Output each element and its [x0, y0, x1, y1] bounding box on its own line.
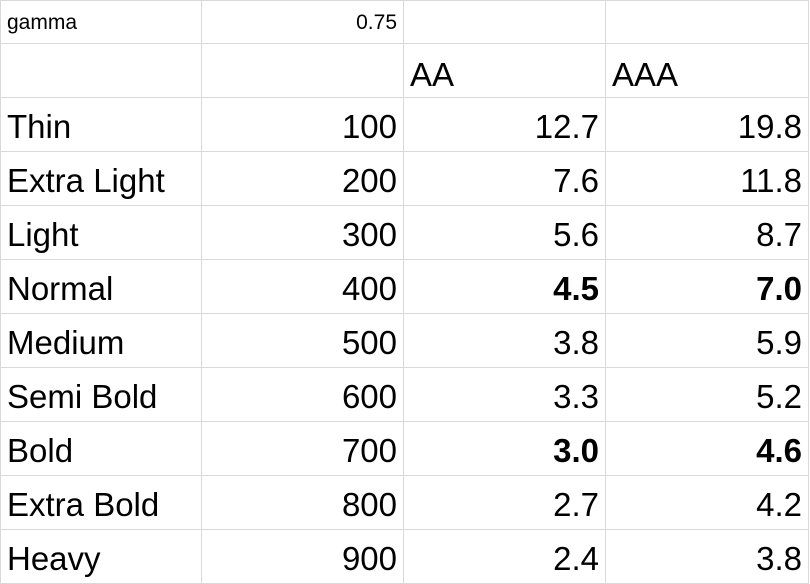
aaa-size-cell[interactable]: 4.6 — [605, 421, 809, 476]
table-row: Heavy 900 2.4 3.8 — [0, 529, 809, 584]
font-weight-value-cell[interactable]: 500 — [201, 313, 404, 368]
aa-size-cell[interactable]: 7.6 — [403, 151, 606, 206]
font-weight-value-cell[interactable]: 100 — [201, 97, 404, 152]
font-weight-name-cell[interactable]: Light — [0, 205, 202, 260]
aa-size-cell[interactable]: 2.4 — [403, 529, 606, 584]
gamma-value-cell[interactable]: 0.75 — [201, 0, 404, 44]
table-row: Semi Bold 600 3.3 5.2 — [0, 367, 809, 422]
font-weight-name-cell[interactable]: Normal — [0, 259, 202, 314]
font-weight-value-cell[interactable]: 300 — [201, 205, 404, 260]
empty-cell[interactable] — [403, 0, 606, 44]
font-weight-name-cell[interactable]: Heavy — [0, 529, 202, 584]
header-cell-blank[interactable] — [201, 43, 404, 98]
table-row: Extra Light 200 7.6 11.8 — [0, 151, 809, 206]
aaa-size-cell[interactable]: 19.8 — [605, 97, 809, 152]
aaa-size-cell[interactable]: 5.9 — [605, 313, 809, 368]
header-cell-aa[interactable]: AA — [403, 43, 606, 98]
font-weight-value-cell[interactable]: 800 — [201, 475, 404, 530]
aa-size-cell[interactable]: 3.8 — [403, 313, 606, 368]
aa-size-cell[interactable]: 3.3 — [403, 367, 606, 422]
font-weight-name-cell[interactable]: Medium — [0, 313, 202, 368]
table-row: Extra Bold 800 2.7 4.2 — [0, 475, 809, 530]
table-row: Normal 400 4.5 7.0 — [0, 259, 809, 314]
aaa-size-cell[interactable]: 4.2 — [605, 475, 809, 530]
aaa-size-cell[interactable]: 5.2 — [605, 367, 809, 422]
aa-size-cell[interactable]: 12.7 — [403, 97, 606, 152]
font-weight-name-cell[interactable]: Extra Light — [0, 151, 202, 206]
table-row: Light 300 5.6 8.7 — [0, 205, 809, 260]
table-row: Thin 100 12.7 19.8 — [0, 97, 809, 152]
aaa-size-cell[interactable]: 8.7 — [605, 205, 809, 260]
aaa-size-cell[interactable]: 3.8 — [605, 529, 809, 584]
font-weight-name-cell[interactable]: Semi Bold — [0, 367, 202, 422]
font-weight-name-cell[interactable]: Extra Bold — [0, 475, 202, 530]
aaa-size-cell[interactable]: 11.8 — [605, 151, 809, 206]
table-row: Medium 500 3.8 5.9 — [0, 313, 809, 368]
aa-size-cell[interactable]: 3.0 — [403, 421, 606, 476]
header-cell-blank[interactable] — [0, 43, 202, 98]
aa-size-cell[interactable]: 5.6 — [403, 205, 606, 260]
aaa-size-cell[interactable]: 7.0 — [605, 259, 809, 314]
font-weight-name-cell[interactable]: Bold — [0, 421, 202, 476]
font-weight-name-cell[interactable]: Thin — [0, 97, 202, 152]
font-weight-value-cell[interactable]: 400 — [201, 259, 404, 314]
font-weight-value-cell[interactable]: 900 — [201, 529, 404, 584]
gamma-label-cell[interactable]: gamma — [0, 0, 202, 44]
header-row: AA AAA — [0, 43, 809, 98]
font-weight-value-cell[interactable]: 200 — [201, 151, 404, 206]
font-weight-value-cell[interactable]: 700 — [201, 421, 404, 476]
empty-cell[interactable] — [605, 0, 809, 44]
font-weight-value-cell[interactable]: 600 — [201, 367, 404, 422]
aa-size-cell[interactable]: 2.7 — [403, 475, 606, 530]
aa-size-cell[interactable]: 4.5 — [403, 259, 606, 314]
gamma-row: gamma 0.75 — [0, 0, 809, 44]
table-row: Bold 700 3.0 4.6 — [0, 421, 809, 476]
header-cell-aaa[interactable]: AAA — [605, 43, 809, 98]
